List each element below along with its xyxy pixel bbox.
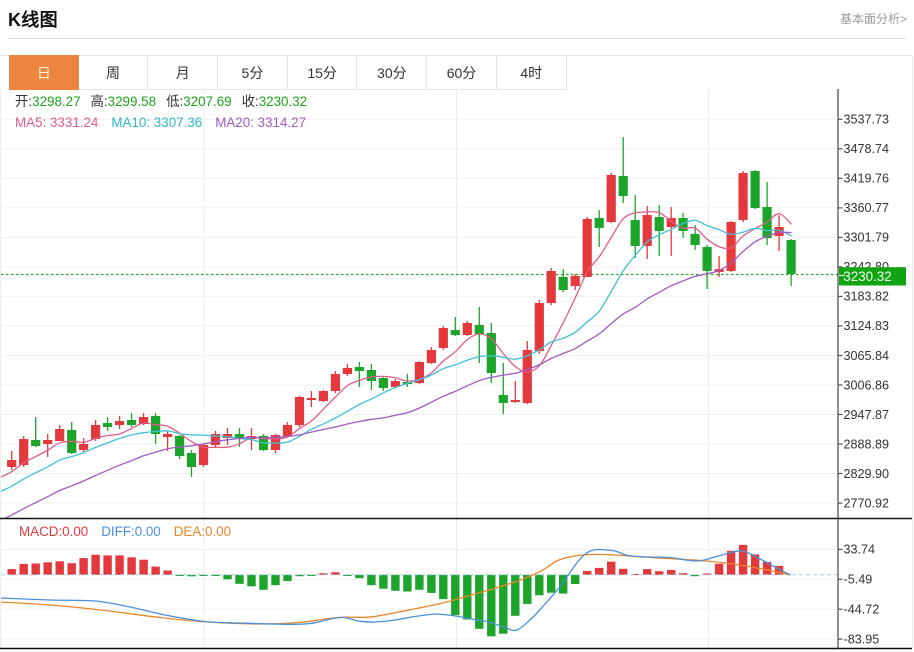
svg-text:3301.79: 3301.79 <box>844 231 890 245</box>
svg-text:3124.83: 3124.83 <box>844 319 890 333</box>
svg-text:33.74: 33.74 <box>844 543 876 557</box>
svg-text:3419.76: 3419.76 <box>844 172 890 186</box>
svg-text:2947.87: 2947.87 <box>844 408 890 422</box>
svg-text:-44.72: -44.72 <box>844 603 880 617</box>
svg-text:3230.32: 3230.32 <box>843 269 891 284</box>
svg-text:3537.73: 3537.73 <box>844 113 890 127</box>
svg-text:3360.77: 3360.77 <box>844 201 890 215</box>
svg-text:2888.89: 2888.89 <box>844 437 890 451</box>
svg-text:3478.74: 3478.74 <box>844 142 890 156</box>
svg-text:3183.82: 3183.82 <box>844 290 890 304</box>
svg-text:2829.90: 2829.90 <box>844 467 890 481</box>
svg-text:3006.86: 3006.86 <box>844 378 890 392</box>
svg-text:-5.49: -5.49 <box>844 573 873 587</box>
svg-text:3065.84: 3065.84 <box>844 349 890 363</box>
svg-text:2770.92: 2770.92 <box>844 496 890 510</box>
svg-text:开:3298.27高:3299.58低:3207.69收:3: 开:3298.27 高:3299.58 低:3207.69 收:3230.32 <box>15 93 307 109</box>
svg-text:-83.95: -83.95 <box>844 632 880 646</box>
